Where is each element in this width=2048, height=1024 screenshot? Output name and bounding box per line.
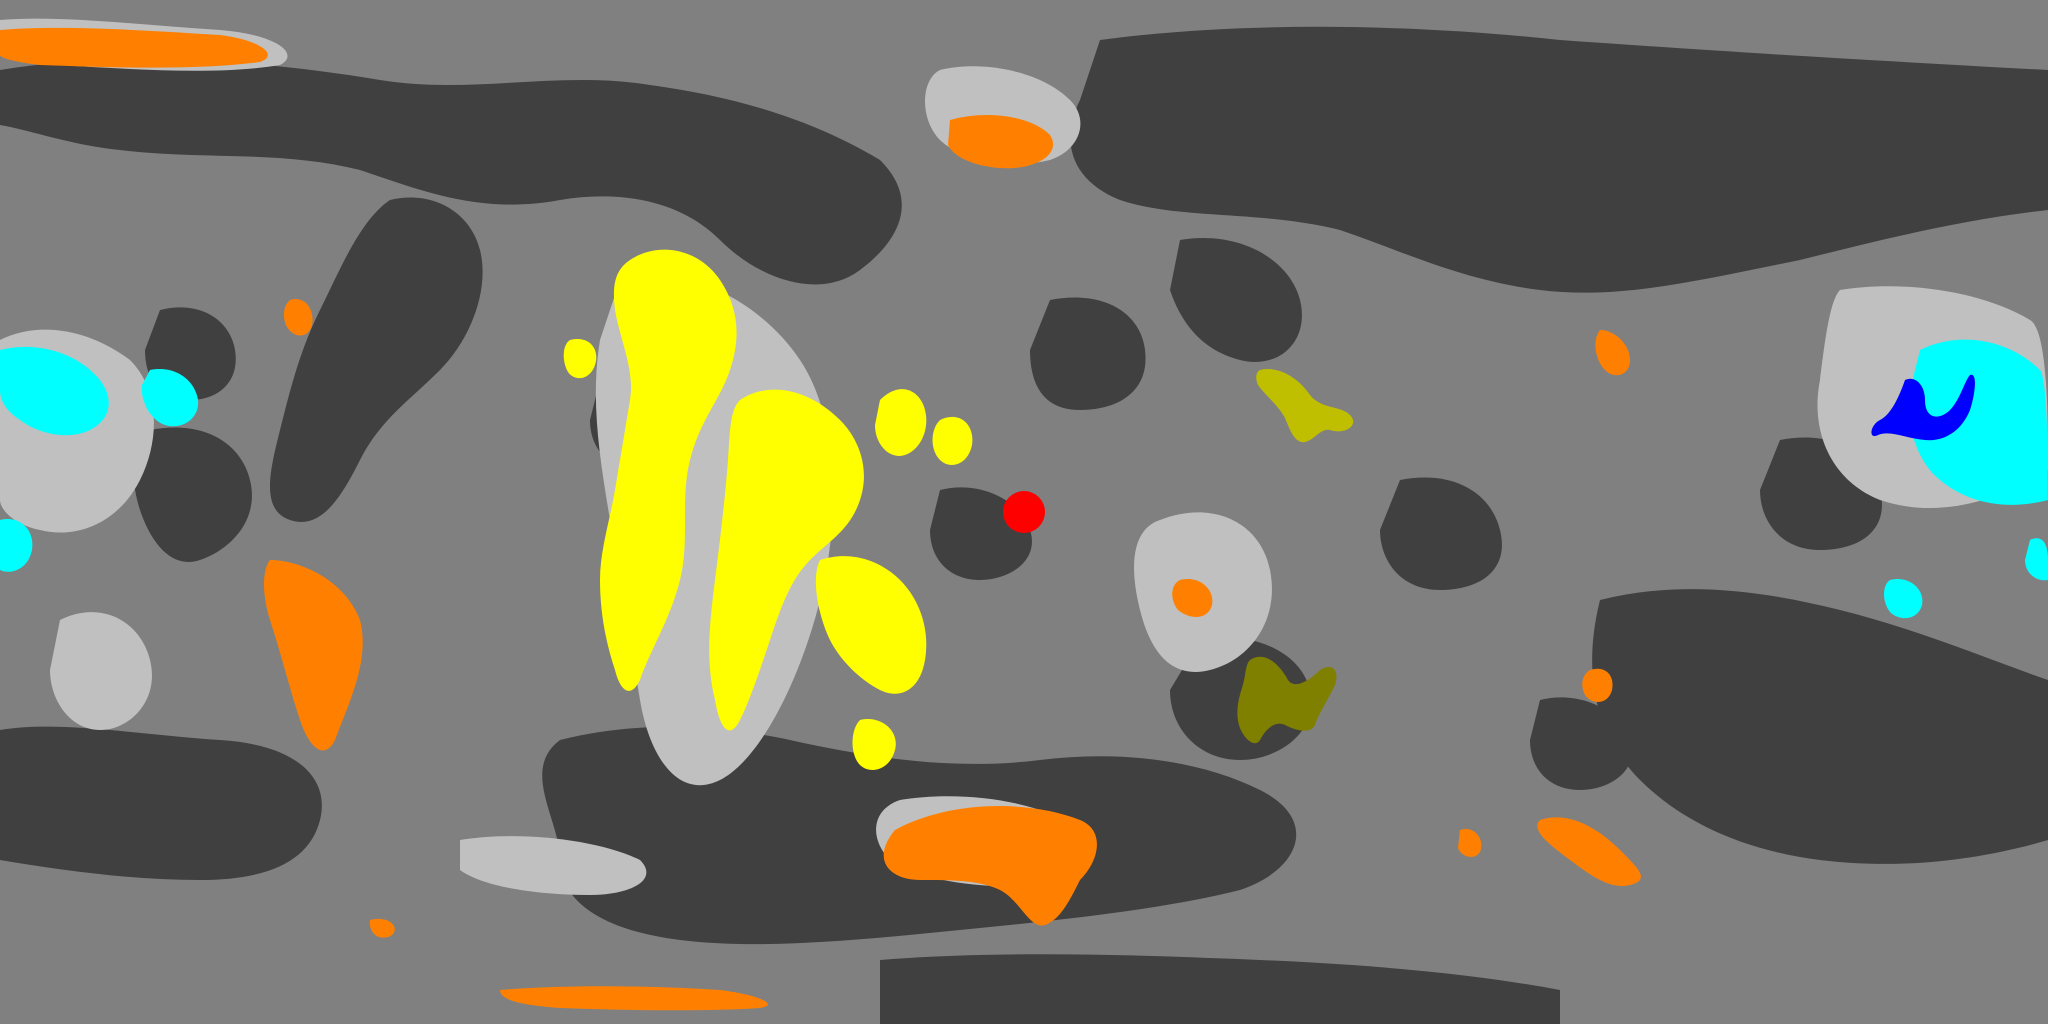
lowland-terrain <box>0 26 2048 1024</box>
cyan-regions <box>0 339 2048 619</box>
olive-light-region <box>1256 369 1354 443</box>
orange-regions <box>0 27 1641 1011</box>
location-marker[interactable] <box>1003 491 1045 533</box>
yellow-regions <box>563 249 973 770</box>
olive-dark-region <box>1237 656 1337 744</box>
blue-regions <box>1871 374 1975 441</box>
